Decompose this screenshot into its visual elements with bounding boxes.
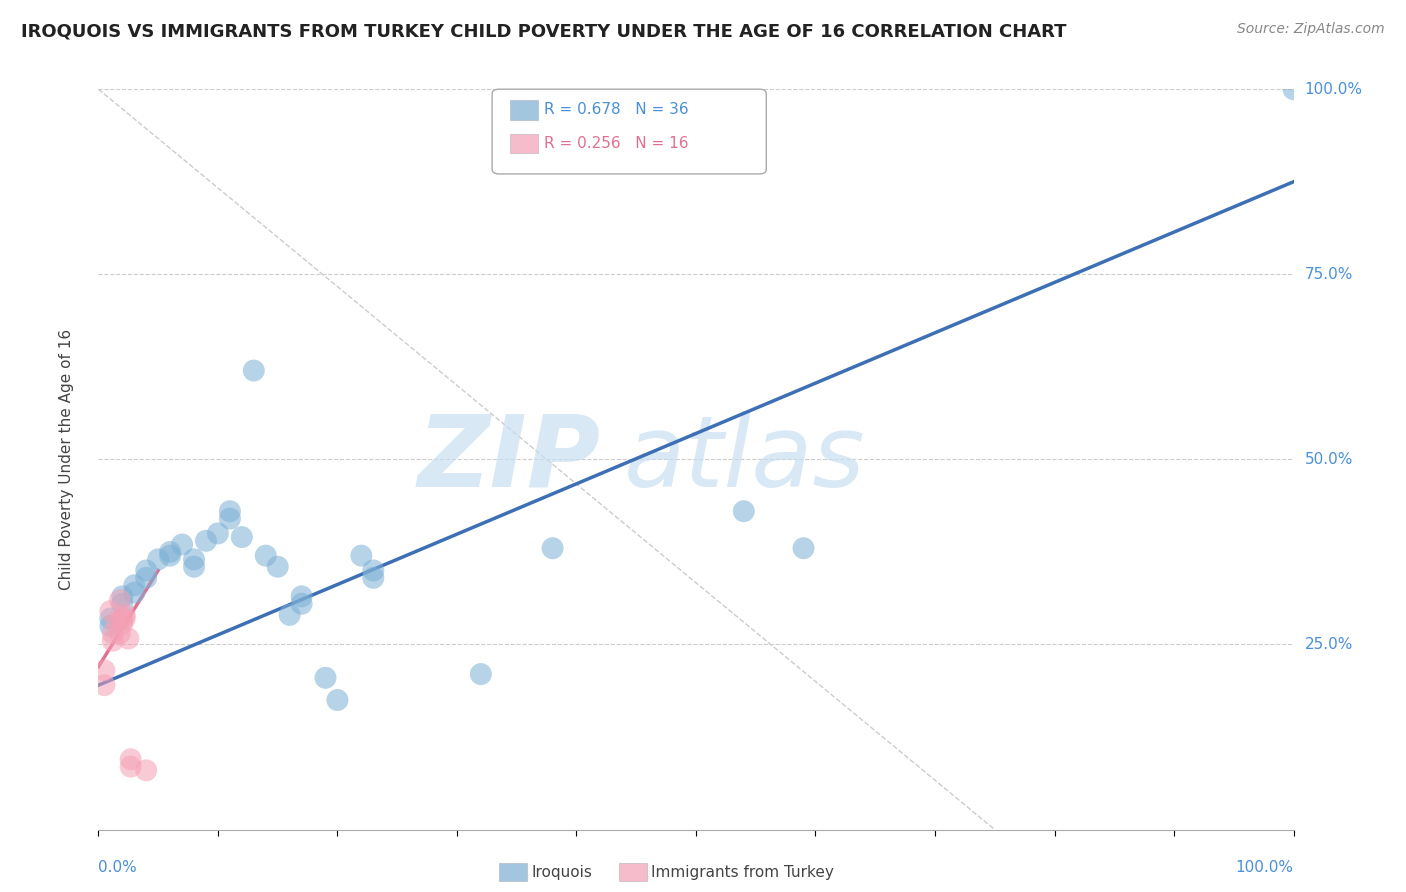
Point xyxy=(108,593,131,607)
Point xyxy=(117,632,139,646)
Text: ZIP: ZIP xyxy=(418,411,600,508)
Point xyxy=(135,571,157,585)
Point xyxy=(207,526,229,541)
Point xyxy=(98,611,122,625)
Text: Immigrants from Turkey: Immigrants from Turkey xyxy=(651,865,834,880)
Point xyxy=(315,671,337,685)
Point xyxy=(135,764,157,778)
Point xyxy=(98,604,122,618)
Text: 50.0%: 50.0% xyxy=(1305,452,1353,467)
Point xyxy=(93,664,115,678)
Point xyxy=(114,607,136,622)
Point xyxy=(159,545,181,559)
Point xyxy=(172,537,194,551)
Point xyxy=(243,363,266,377)
Point xyxy=(195,533,218,548)
Text: R = 0.256   N = 16: R = 0.256 N = 16 xyxy=(544,136,689,151)
Point xyxy=(231,530,253,544)
Point xyxy=(541,541,564,556)
Point xyxy=(183,559,205,574)
Text: IROQUOIS VS IMMIGRANTS FROM TURKEY CHILD POVERTY UNDER THE AGE OF 16 CORRELATION: IROQUOIS VS IMMIGRANTS FROM TURKEY CHILD… xyxy=(21,22,1067,40)
Text: 100.0%: 100.0% xyxy=(1236,860,1294,875)
Text: Iroquois: Iroquois xyxy=(531,865,592,880)
Point xyxy=(108,626,131,640)
Point xyxy=(111,611,134,625)
Point xyxy=(111,597,134,611)
Point xyxy=(219,511,242,525)
Point xyxy=(733,504,755,518)
Point xyxy=(183,552,205,566)
Text: Source: ZipAtlas.com: Source: ZipAtlas.com xyxy=(1237,22,1385,37)
Point xyxy=(111,590,134,604)
Point xyxy=(101,626,124,640)
Point xyxy=(124,585,146,599)
Point xyxy=(120,759,142,773)
Point xyxy=(350,549,373,563)
Point xyxy=(291,597,314,611)
Point xyxy=(470,667,492,681)
Point xyxy=(114,611,136,625)
Point xyxy=(326,693,349,707)
Text: 25.0%: 25.0% xyxy=(1305,637,1353,652)
Point xyxy=(98,619,122,633)
Point xyxy=(363,564,385,578)
Point xyxy=(120,752,142,766)
Y-axis label: Child Poverty Under the Age of 16: Child Poverty Under the Age of 16 xyxy=(59,329,75,590)
Point xyxy=(135,564,157,578)
Text: R = 0.678   N = 36: R = 0.678 N = 36 xyxy=(544,103,689,117)
Point xyxy=(793,541,815,556)
Point xyxy=(159,549,181,563)
Point xyxy=(254,549,277,563)
Text: atlas: atlas xyxy=(624,411,866,508)
Point xyxy=(111,616,134,631)
Point xyxy=(363,571,385,585)
Point xyxy=(93,678,115,692)
Point xyxy=(267,559,290,574)
Text: 0.0%: 0.0% xyxy=(98,860,138,875)
Point xyxy=(291,590,314,604)
Point xyxy=(1282,82,1305,96)
Point xyxy=(278,607,301,622)
Text: 100.0%: 100.0% xyxy=(1305,82,1362,96)
Point xyxy=(124,578,146,592)
Point xyxy=(148,552,170,566)
Text: 75.0%: 75.0% xyxy=(1305,267,1353,282)
Point xyxy=(101,633,124,648)
Point xyxy=(105,615,128,630)
Point xyxy=(219,504,242,518)
